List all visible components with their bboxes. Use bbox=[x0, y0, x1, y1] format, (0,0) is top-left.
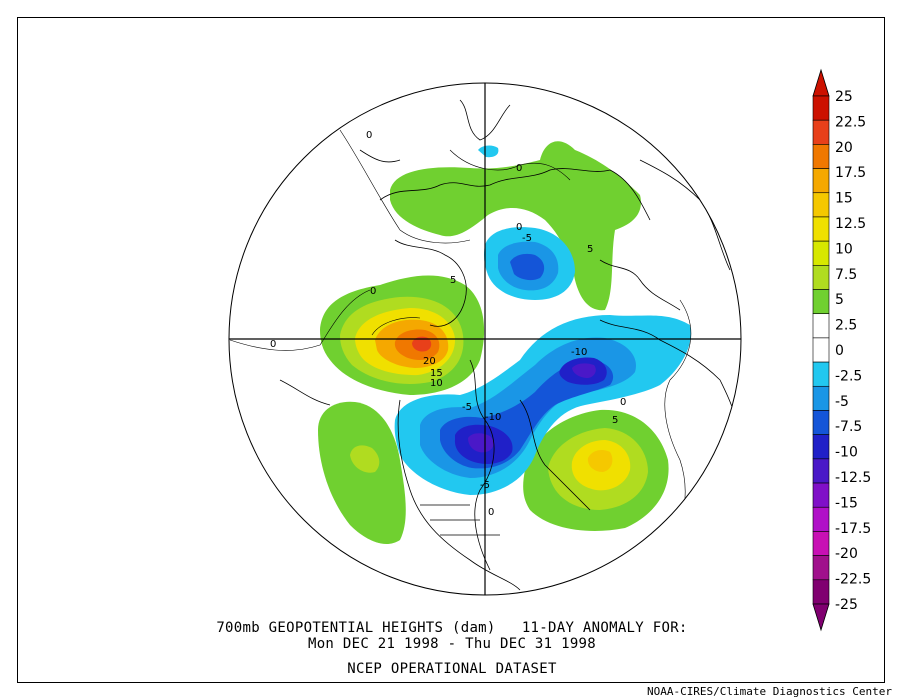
negative-anomaly-region bbox=[478, 145, 499, 158]
colorbar-swatch bbox=[812, 216, 830, 242]
colorbar-swatch bbox=[812, 144, 830, 169]
contour-label: 0 bbox=[488, 507, 494, 518]
colorbar-swatch bbox=[812, 265, 830, 290]
contour-label: -10 bbox=[571, 347, 587, 358]
contour-label: -5 bbox=[480, 480, 490, 491]
colorbar-swatch bbox=[812, 555, 830, 581]
colorbar-label: -12.5 bbox=[835, 470, 871, 486]
title-line-2: Mon DEC 21 1998 - Thu DEC 31 1998 bbox=[307, 636, 597, 652]
colorbar-swatch bbox=[812, 482, 830, 508]
anomaly-field bbox=[318, 141, 691, 545]
contour-label: -5 bbox=[462, 402, 472, 413]
colorbar-label: -2.5 bbox=[835, 368, 862, 384]
colorbar-label: -15 bbox=[835, 495, 858, 511]
colorbar-swatch bbox=[812, 579, 830, 605]
colorbar-top-arrow bbox=[812, 68, 830, 97]
contour-label: 0 bbox=[516, 163, 522, 174]
colorbar-swatch bbox=[812, 531, 830, 556]
colorbar-swatch bbox=[812, 361, 830, 387]
contour-label: 5 bbox=[612, 415, 618, 426]
contour-label: 5 bbox=[450, 275, 456, 286]
colorbar-label: 15 bbox=[835, 191, 853, 207]
colorbar-label: -25 bbox=[835, 597, 858, 613]
colorbar-label: -20 bbox=[835, 546, 858, 562]
colorbar-label: -10 bbox=[835, 445, 858, 461]
colorbar-swatch bbox=[812, 458, 830, 484]
colorbar-label: 5 bbox=[835, 292, 844, 308]
contour-label: 0 bbox=[270, 339, 276, 350]
contour-label: 15 bbox=[430, 368, 443, 379]
colorbar-label: -5 bbox=[835, 394, 849, 410]
positive-anomaly-region bbox=[412, 336, 432, 352]
title-line-3: NCEP OPERATIONAL DATASET bbox=[347, 661, 557, 677]
colorbar-label: -22.5 bbox=[835, 572, 871, 588]
contour-label: -5 bbox=[522, 233, 532, 244]
colorbar-label: 20 bbox=[835, 140, 853, 156]
colorbar-label: 17.5 bbox=[835, 165, 866, 181]
contour-label: 5 bbox=[587, 244, 593, 255]
colorbar-label: -7.5 bbox=[835, 419, 862, 435]
title-line-1: 700mb GEOPOTENTIAL HEIGHTS (dam) 11-DAY … bbox=[216, 620, 688, 636]
negative-anomaly-region bbox=[572, 363, 596, 378]
colorbar-bottom-arrow bbox=[812, 603, 830, 632]
contour-label: -10 bbox=[485, 412, 501, 423]
positive-anomaly-region bbox=[587, 450, 613, 472]
colorbar-swatch bbox=[812, 313, 830, 339]
credit-text: NOAA-CIRES/Climate Diagnostics Center bbox=[646, 685, 892, 698]
contour-label: 0 bbox=[366, 130, 372, 141]
negative-anomaly-region bbox=[510, 253, 545, 281]
positive-anomaly-region bbox=[350, 445, 380, 473]
colorbar-swatch bbox=[812, 95, 830, 121]
colorbar-label: -17.5 bbox=[835, 521, 871, 537]
colorbar-label: 2.5 bbox=[835, 318, 857, 334]
colorbar-swatch bbox=[812, 385, 830, 411]
colorbar-label: 10 bbox=[835, 241, 853, 257]
contour-label: 10 bbox=[430, 378, 443, 389]
colorbar-swatch bbox=[812, 410, 830, 435]
colorbar-swatch bbox=[812, 434, 830, 460]
contour-label: 0 bbox=[370, 286, 376, 297]
colorbar-swatch bbox=[812, 506, 830, 532]
colorbar-swatch bbox=[812, 119, 830, 145]
positive-anomaly-region bbox=[390, 141, 641, 311]
contour-lines bbox=[229, 129, 692, 546]
contour-label: 20 bbox=[423, 356, 436, 367]
colorbar-label: 22.5 bbox=[835, 114, 866, 130]
colorbar-label: 25 bbox=[835, 89, 853, 105]
colorbar-label: 7.5 bbox=[835, 267, 857, 283]
colorbar-legend: 25 22.5 20 17.5 15 12.5 10 7.5 5 2.5 0 -2.5 -5 -7.5 -1… bbox=[812, 68, 871, 632]
contour-label: 0 bbox=[516, 222, 522, 233]
colorbar-swatch bbox=[812, 168, 830, 194]
colorbar-swatch bbox=[812, 192, 830, 218]
colorbar-swatch bbox=[812, 337, 830, 363]
contour-label: 0 bbox=[620, 397, 626, 408]
colorbar-label: 12.5 bbox=[835, 216, 866, 232]
colorbar-swatch bbox=[812, 289, 830, 315]
colorbar-label: 0 bbox=[835, 343, 844, 359]
positive-anomaly-region bbox=[318, 401, 406, 545]
contour-label-group: 0 0 0 0 0 -5 5 5 -10 20 15 10 -5 -10 5 0… bbox=[270, 130, 626, 518]
negative-anomaly-region bbox=[468, 433, 494, 453]
colorbar-swatch bbox=[812, 240, 830, 266]
